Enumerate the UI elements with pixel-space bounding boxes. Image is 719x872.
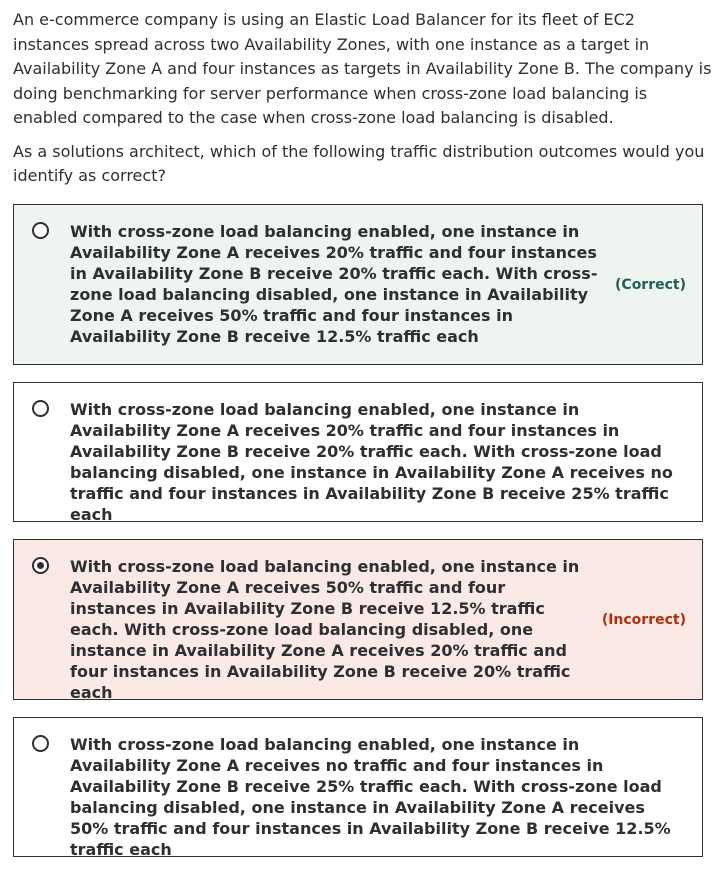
radio-button-option-1[interactable] [32, 222, 49, 239]
radio-button-option-4[interactable] [32, 735, 49, 752]
radio-button-option-2[interactable] [32, 400, 49, 417]
answer-option-2-label: With cross-zone load balancing enabled, … [70, 400, 673, 524]
answer-option-3[interactable]: With cross-zone load balancing enabled, … [13, 539, 703, 702]
answer-option-4-label: With cross-zone load balancing enabled, … [70, 735, 671, 859]
answer-option-1-label: With cross-zone load balancing enabled, … [70, 222, 598, 346]
question-text: An e-commerce company is using an Elasti… [13, 8, 713, 198]
answer-option-2[interactable]: With cross-zone load balancing enabled, … [13, 382, 703, 524]
answer-option-1[interactable]: With cross-zone load balancing enabled, … [13, 204, 703, 365]
answer-option-4[interactable]: With cross-zone load balancing enabled, … [13, 717, 703, 859]
answer-option-3-label: With cross-zone load balancing enabled, … [70, 557, 580, 702]
question-paragraph-scenario: An e-commerce company is using an Elasti… [13, 10, 712, 127]
question-paragraph-prompt: As a solutions architect, which of the f… [13, 141, 705, 186]
incorrect-badge: (Incorrect) [601, 612, 686, 628]
radio-button-option-3-selected[interactable] [32, 557, 49, 574]
correct-badge: (Correct) [615, 277, 686, 293]
